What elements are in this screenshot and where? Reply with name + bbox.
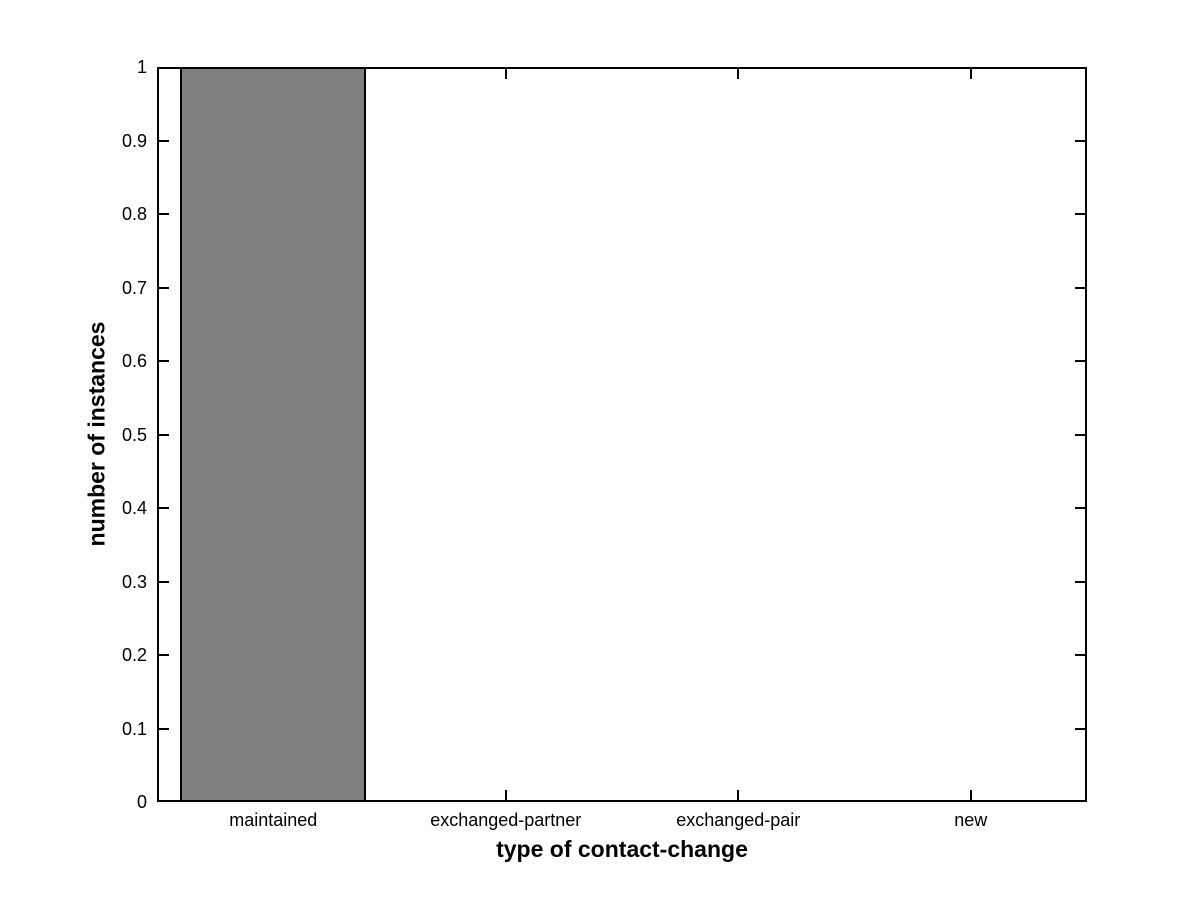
y-tick-right [1075, 213, 1085, 215]
x-tick-label-exchanged-pair: exchanged-pair [676, 810, 801, 830]
x-tick-label-maintained: maintained [229, 810, 318, 830]
y-tick-label: 1 [136, 57, 147, 77]
y-tick-right [1075, 139, 1085, 142]
y-tick-label: 0.3 [121, 571, 147, 592]
y-tick-label: 0 [136, 792, 147, 812]
y-tick-right [1075, 507, 1085, 509]
y-tick-label: 0.1 [121, 718, 147, 739]
y-tick-label: 0.7 [121, 277, 147, 298]
y-tick-right [1075, 360, 1085, 362]
y-tick-left [159, 654, 169, 656]
x-axis-label: type of contact-change [496, 836, 748, 862]
x-tick-top-new [969, 69, 972, 79]
y-tick-label: 0.9 [121, 130, 147, 151]
y-tick-left [159, 360, 169, 362]
y-tick-left [159, 507, 169, 509]
y-tick-left [159, 580, 169, 583]
x-tick-bottom-exchanged-pair [737, 790, 740, 800]
y-tick-label: 0.2 [121, 645, 147, 665]
y-tick-left [159, 433, 169, 436]
bar-maintained [180, 67, 367, 802]
x-tick-top-exchanged-pair [737, 69, 740, 79]
y-tick-right [1075, 654, 1085, 656]
y-tick-right [1075, 727, 1085, 730]
y-tick-right [1075, 433, 1085, 436]
y-tick-left [159, 213, 169, 215]
y-tick-label: 0.6 [121, 351, 147, 371]
x-tick-bottom-exchanged-partner [504, 790, 507, 800]
plot-area [157, 67, 1087, 802]
y-tick-label: 0.8 [121, 204, 147, 224]
x-tick-top-exchanged-partner [504, 69, 507, 79]
x-tick-label-new: new [954, 810, 988, 830]
y-tick-left [159, 139, 169, 142]
y-tick-label: 0.4 [121, 498, 147, 518]
y-tick-right [1075, 580, 1085, 583]
y-tick-label: 0.5 [121, 424, 147, 445]
y-tick-right [1075, 286, 1085, 289]
y-tick-left [159, 286, 169, 289]
x-tick-label-exchanged-partner: exchanged-partner [430, 810, 582, 830]
x-tick-bottom-new [969, 790, 972, 800]
y-tick-left [159, 727, 169, 730]
